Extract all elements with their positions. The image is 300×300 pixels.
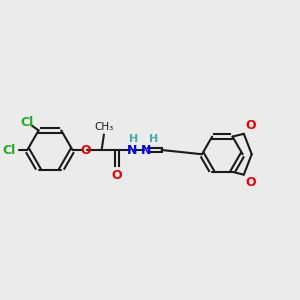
Text: H: H (149, 134, 158, 144)
Text: CH₃: CH₃ (94, 122, 113, 132)
Text: N: N (141, 143, 151, 157)
Text: Cl: Cl (20, 116, 33, 129)
Text: O: O (112, 169, 122, 182)
Text: Cl: Cl (2, 143, 15, 157)
Text: H: H (129, 134, 139, 144)
Text: O: O (80, 143, 91, 157)
Text: N: N (127, 143, 137, 157)
Text: O: O (245, 176, 256, 189)
Text: O: O (245, 119, 256, 132)
